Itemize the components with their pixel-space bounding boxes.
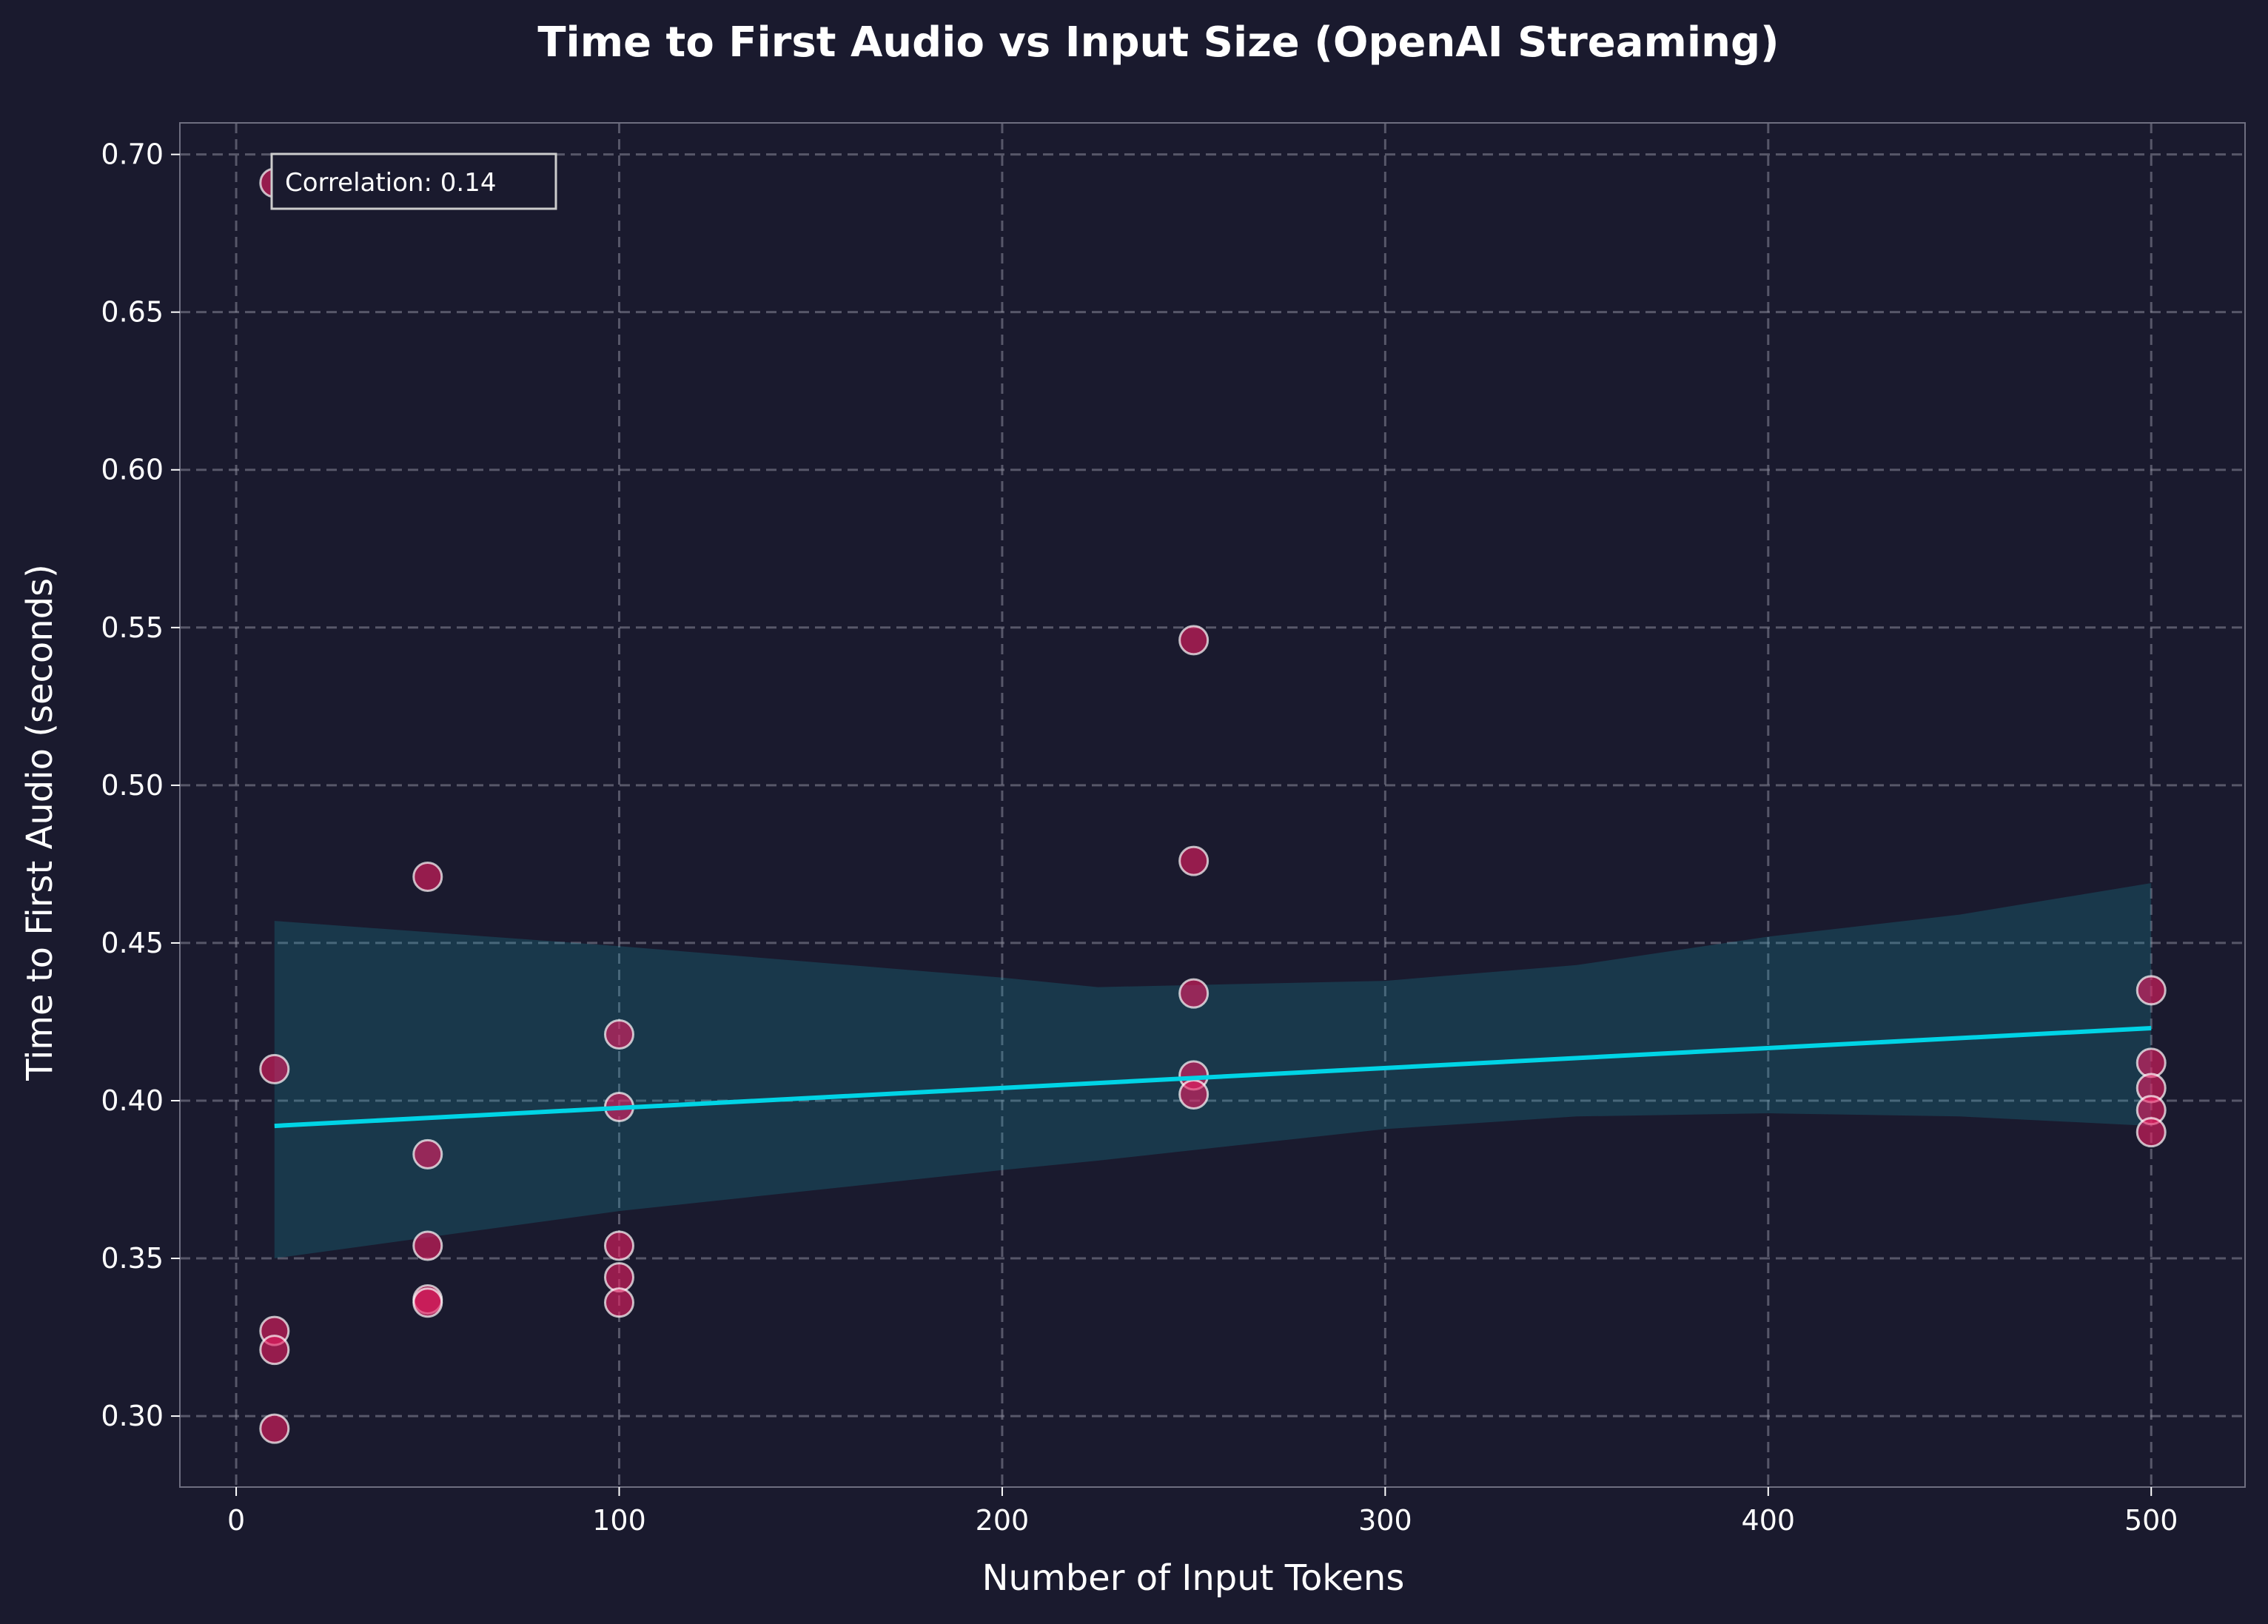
y-tick-label: 0.55 — [101, 611, 164, 644]
data-point — [259, 1335, 290, 1366]
plot-frame — [179, 122, 2246, 1488]
y-tick-label: 0.40 — [101, 1084, 164, 1117]
x-tick-label: 300 — [1358, 1504, 1412, 1537]
data-point — [603, 1287, 634, 1318]
x-tick-label: 100 — [592, 1504, 646, 1537]
y-tick-label: 0.60 — [101, 454, 164, 486]
x-axis-ticks: 0 100 200 300 400 500 — [227, 1487, 2178, 1537]
data-point — [1178, 625, 1210, 656]
y-tick-label: 0.35 — [101, 1242, 164, 1275]
data-point — [1178, 1078, 1210, 1110]
data-point — [2136, 1117, 2167, 1148]
data-point — [1178, 978, 1210, 1009]
data-point — [2136, 975, 2167, 1006]
data-point — [259, 1053, 290, 1084]
data-point — [412, 861, 443, 892]
y-tick-label: 0.65 — [101, 296, 164, 329]
data-point — [412, 1287, 443, 1318]
regression-line — [274, 1025, 2152, 1129]
x-tick-label: 400 — [1742, 1504, 1796, 1537]
data-points — [259, 167, 2167, 1444]
correlation-annotation: Correlation: 0.14 — [270, 152, 557, 210]
y-tick-label: 0.70 — [101, 138, 164, 171]
data-point — [603, 1262, 634, 1293]
data-point — [259, 1413, 290, 1444]
y-tick-label: 0.45 — [101, 927, 164, 959]
data-point — [2136, 1047, 2167, 1078]
data-point — [603, 1019, 634, 1050]
data-point — [412, 1230, 443, 1261]
data-point — [1178, 845, 1210, 876]
y-tick-label: 0.50 — [101, 769, 164, 802]
annotation-box — [270, 152, 557, 210]
chart-title: Time to First Audio vs Input Size (OpenA… — [537, 19, 1779, 67]
y-axis-label: Time to First Audio (seconds) — [19, 564, 61, 1081]
x-tick-label: 0 — [227, 1504, 245, 1537]
regression-line-segment — [274, 1025, 2152, 1129]
data-point — [412, 1138, 443, 1170]
x-tick-label: 500 — [2124, 1504, 2178, 1537]
y-axis-ticks: 0.30 0.35 0.40 0.45 0.50 0.55 0.60 0.65 0.70 — [101, 138, 180, 1432]
x-tick-label: 200 — [976, 1504, 1030, 1537]
annotation-text: Correlation: 0.14 — [285, 168, 496, 198]
confidence-band — [274, 882, 2152, 1259]
data-point — [603, 1230, 634, 1261]
y-tick-label: 0.30 — [101, 1400, 164, 1432]
x-axis-label: Number of Input Tokens — [982, 1557, 1405, 1599]
confidence-band-area — [274, 882, 2152, 1259]
